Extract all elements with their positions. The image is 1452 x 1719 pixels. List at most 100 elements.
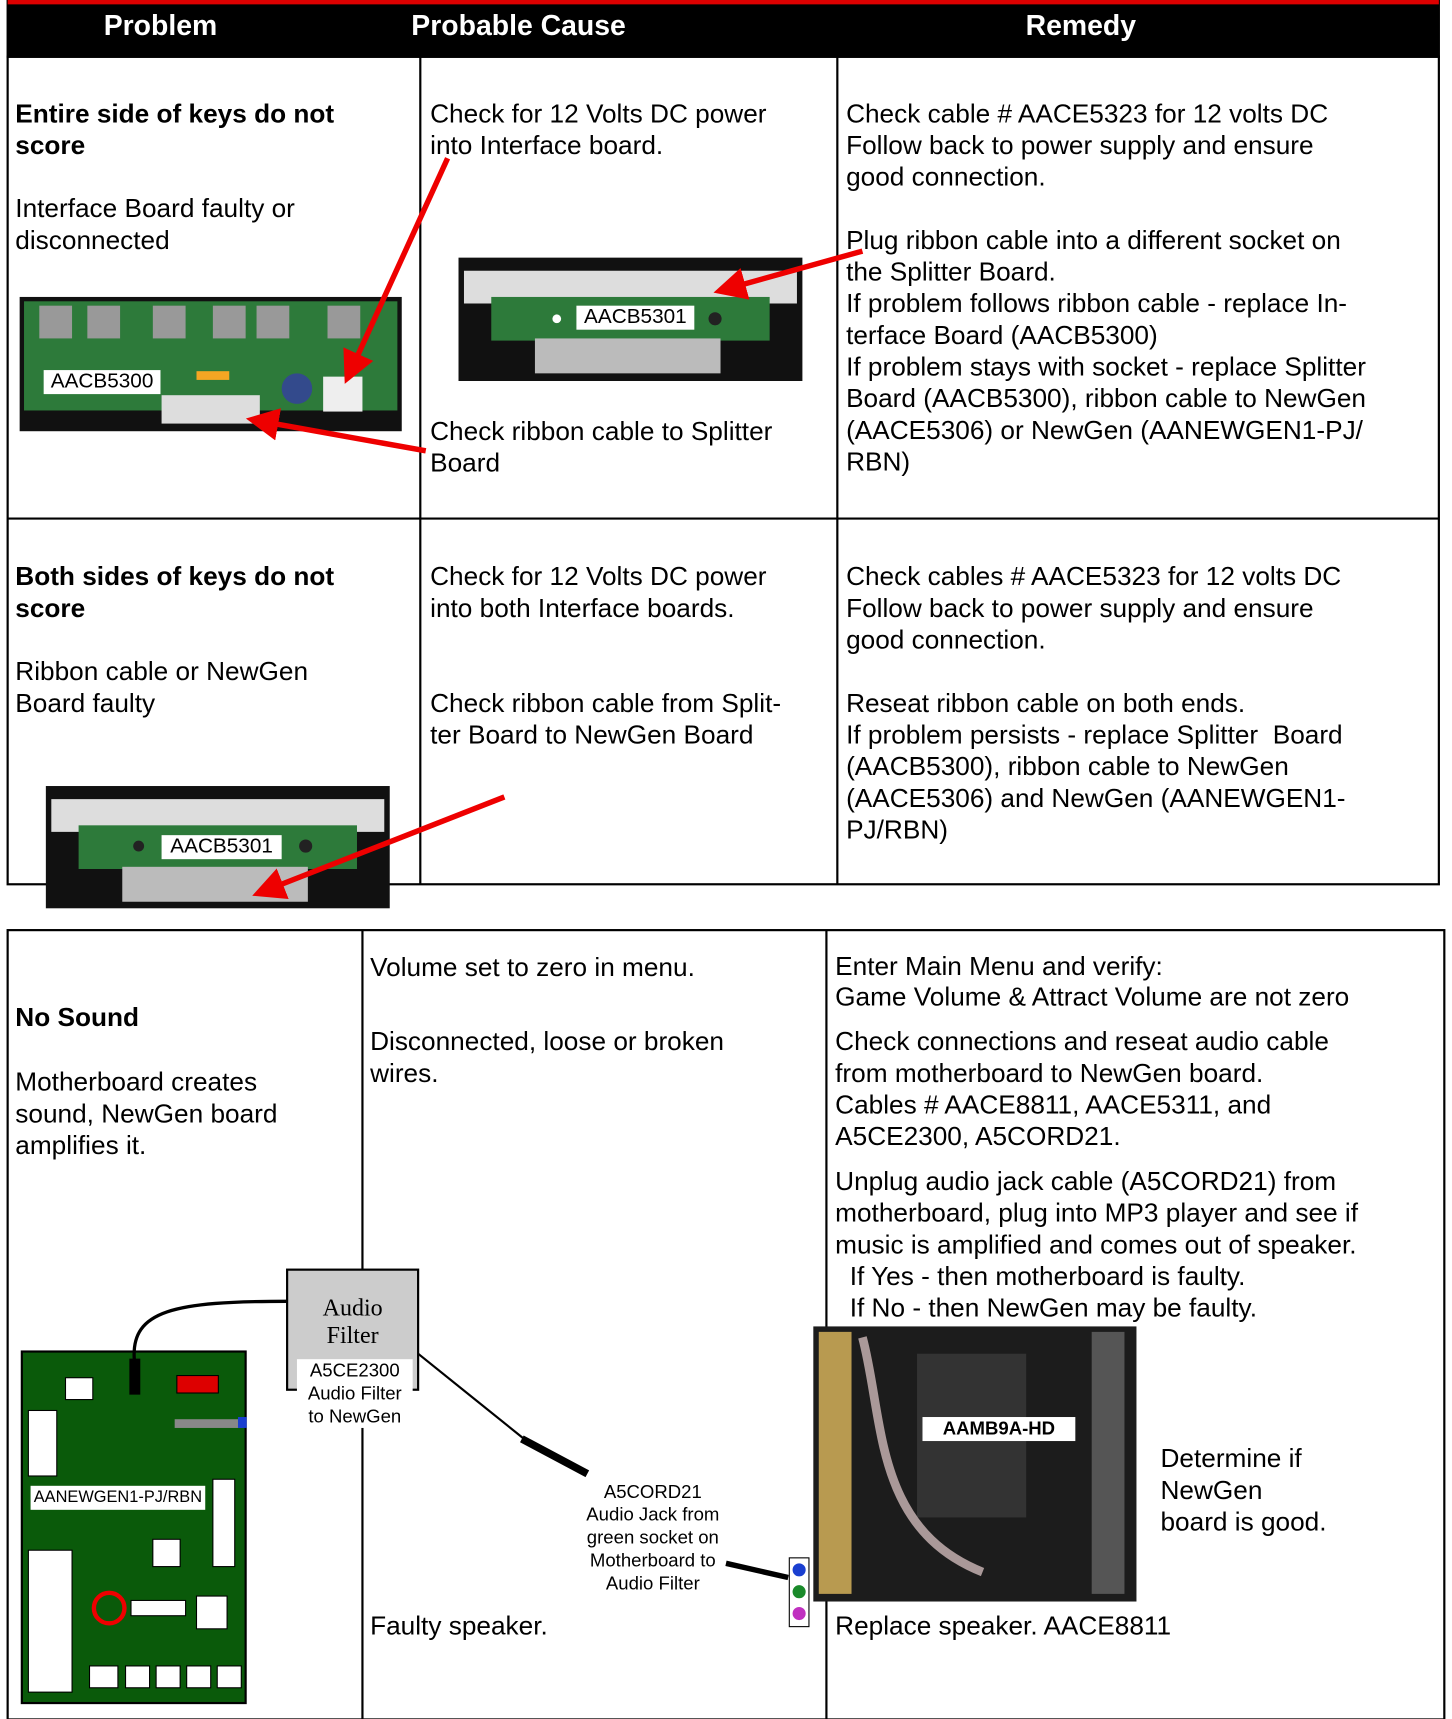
cause: Disconnected, loose or broken wires. — [370, 1026, 724, 1089]
text-line: Ribbon cable or NewGen — [15, 657, 309, 687]
text-line: disconnected — [15, 225, 170, 256]
text-line: (AACB5300), ribbon cable to NewGen — [846, 752, 1289, 782]
text-line: into both Interface boards. — [430, 593, 735, 624]
text-line: Interface Board faulty or — [15, 194, 295, 224]
text-line: If problem persists - replace Splitter B… — [846, 720, 1343, 750]
motherboard-photo — [813, 1326, 1137, 1602]
text-line: the Splitter Board. — [846, 257, 1056, 288]
text-line: board is good. — [1160, 1507, 1327, 1538]
shape — [792, 1606, 806, 1621]
shape — [27, 1409, 58, 1477]
text-line: Motherboard creates — [15, 1067, 258, 1098]
text-line: Check cable # AACE5323 for 12 volts DC — [846, 99, 1329, 129]
cause: Check ribbon cable to Splitter Board — [430, 416, 772, 479]
text-line: Check cables # AACE5323 for 12 volts DC — [846, 562, 1342, 592]
text-line: Unplug audio jack cable (A5CORD21) from — [835, 1167, 1337, 1197]
text-line: A5CORD21 — [603, 1481, 702, 1503]
text-line: into Interface board. — [430, 131, 664, 161]
shape — [87, 305, 121, 339]
cause: Check for 12 Volts DC power into Interfac… — [430, 98, 766, 161]
remedy: Determine if NewGen board is good. — [1160, 1443, 1326, 1538]
text-line: good connection. — [846, 162, 1046, 193]
header-cause: Probable Cause — [411, 8, 626, 42]
text-line: Board faulty — [15, 688, 156, 719]
text-line: Check ribbon cable to Splitter — [430, 417, 773, 447]
shape — [520, 1435, 590, 1478]
remedy: Enter Main Menu and verify: Game Volume &… — [835, 952, 1349, 1013]
text-line: Audio Filter — [605, 1573, 700, 1594]
text-line: score — [15, 131, 86, 161]
text-line: (AACE5306) or NewGen (AANEWGEN1-PJ/ — [846, 415, 1363, 446]
text-line: NewGen — [1160, 1475, 1263, 1506]
newgen-board-diagram — [20, 1350, 247, 1705]
shape — [152, 1538, 181, 1568]
shape — [161, 395, 260, 424]
text-line: Determine if — [1160, 1444, 1302, 1474]
shape — [176, 1374, 219, 1394]
text-line: Follow back to power supply and ensure — [846, 593, 1314, 624]
text-line: RBN) — [846, 447, 911, 478]
shape — [27, 1549, 73, 1693]
cause: Faulty speaker. — [370, 1610, 548, 1642]
board-label: AACB5300 — [43, 370, 161, 395]
shape — [1091, 1331, 1125, 1594]
shape — [299, 839, 313, 853]
shape — [281, 373, 313, 404]
header-problem: Problem — [103, 8, 218, 42]
filter-title: Audio Filter — [287, 1294, 418, 1349]
remedy: Check cable # AACE5323 for 12 volts DC Fo… — [846, 98, 1328, 193]
cause: Check for 12 Volts DC power into both Int… — [430, 561, 766, 624]
remedy: Plug ribbon cable into a different socke… — [846, 225, 1366, 478]
shape — [216, 1665, 242, 1689]
cord-label: A5CORD21 Audio Jack from green socket on Mo… — [568, 1480, 738, 1595]
shape — [91, 1590, 127, 1626]
shape — [196, 371, 230, 380]
table1-frame — [6, 0, 1440, 886]
problem-desc: Ribbon cable or NewGen Board faulty — [15, 656, 308, 719]
cause: Volume set to zero in menu. — [370, 952, 695, 984]
text-line: terface Board (AACB5300) — [846, 320, 1158, 351]
shape — [858, 1336, 985, 1577]
text-line: wires. — [370, 1058, 439, 1089]
text-line: score — [15, 593, 86, 624]
interface-board-photo — [19, 296, 402, 432]
cause: Check ribbon cable from Split-ter Board … — [430, 688, 781, 751]
shape — [152, 305, 186, 339]
text-line: amplifies it. — [15, 1131, 147, 1161]
filter-label: A5CE2300 Audio Filter to NewGen — [296, 1359, 413, 1428]
text-line: Disconnected, loose or broken — [370, 1027, 725, 1057]
problem-title: Entire side of keys do not score — [15, 98, 334, 161]
text-line: Check for 12 Volts DC power — [430, 562, 767, 592]
shape — [39, 305, 73, 339]
shape — [212, 305, 246, 339]
problem-title: No Sound — [15, 1002, 139, 1034]
shape — [818, 1331, 852, 1594]
audio-cables — [129, 1299, 789, 1581]
shape — [256, 305, 290, 339]
text-line: Board (AACB5300), ribbon cable to NewGen — [846, 384, 1367, 414]
shape — [7, 0, 1439, 5]
text-line: If problem stays with socket - replace S… — [846, 352, 1366, 383]
shape — [64, 1377, 94, 1401]
shape — [552, 314, 562, 324]
shape — [6, 929, 1446, 1719]
text-line: If Yes - then motherboard is faulty. — [835, 1262, 1246, 1292]
text-line: Audio — [322, 1293, 383, 1321]
shape — [323, 376, 363, 412]
text-line: Enter Main Menu and verify: — [835, 951, 1163, 982]
text-line: sound, NewGen board — [15, 1099, 278, 1129]
shape — [88, 1665, 119, 1689]
shape — [725, 1560, 789, 1581]
shape — [6, 55, 1440, 886]
text-line: to NewGen — [308, 1406, 402, 1427]
shape — [186, 1665, 212, 1689]
text-line: Replace speaker. AACE8811 — [835, 1611, 1172, 1641]
problem-desc: Motherboard creates sound, NewGen board am… — [15, 1067, 277, 1162]
text-line: Check for 12 Volts DC power — [430, 99, 767, 129]
text-line: Reseat ribbon cable on both ends. — [846, 688, 1246, 719]
newgen-label: AANEWGEN1-PJ/RBN — [30, 1485, 206, 1510]
remedy: Unplug audio jack cable (A5CORD21) from m… — [835, 1166, 1358, 1324]
text-line: Audio Jack from — [586, 1504, 720, 1526]
